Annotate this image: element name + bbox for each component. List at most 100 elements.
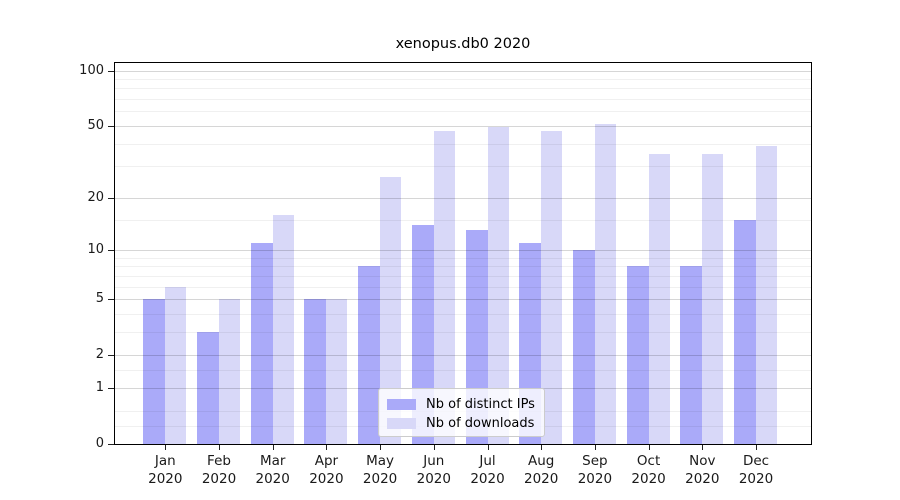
y-tick-label: 2 bbox=[95, 347, 104, 363]
x-tick-label: Oct 2020 bbox=[619, 452, 679, 488]
gridline-minor bbox=[115, 286, 811, 288]
x-tick-mark bbox=[219, 445, 220, 450]
bar-distinct-ips-oct bbox=[626, 266, 649, 444]
bar-distinct-ips-dec bbox=[734, 219, 756, 444]
x-tick-label: Feb 2020 bbox=[189, 452, 249, 488]
gridline-minor bbox=[115, 79, 811, 81]
x-tick-year: 2020 bbox=[577, 471, 613, 487]
x-tick-year: 2020 bbox=[738, 471, 774, 487]
x-tick-month: Jan bbox=[154, 453, 176, 469]
bar-downloads-apr bbox=[326, 299, 348, 444]
bar-downloads-dec bbox=[756, 145, 777, 444]
gridline-major bbox=[115, 299, 811, 301]
x-tick-month: Aug bbox=[528, 453, 555, 469]
y-tick-mark bbox=[108, 444, 114, 445]
legend-swatch-distinct-ips bbox=[387, 399, 416, 410]
x-tick-mark bbox=[272, 445, 274, 450]
bar-downloads-jun bbox=[433, 130, 455, 444]
x-tick-mark bbox=[487, 445, 489, 450]
gridline-minor bbox=[115, 331, 811, 333]
gridline-minor bbox=[115, 166, 811, 168]
gridline-minor bbox=[115, 313, 811, 315]
x-tick-mark bbox=[541, 445, 543, 450]
x-tick-year: 2020 bbox=[309, 471, 344, 487]
gridline-minor bbox=[115, 143, 811, 145]
x-tick-label: Jan 2020 bbox=[135, 452, 195, 488]
x-tick-label: Aug 2020 bbox=[511, 452, 571, 488]
x-tick-month: May bbox=[366, 453, 395, 469]
bar-downloads-jan bbox=[165, 286, 187, 444]
y-tick-mark bbox=[108, 299, 114, 301]
x-tick-year: 2020 bbox=[255, 471, 290, 487]
y-tick-mark bbox=[108, 197, 114, 199]
x-tick-year: 2020 bbox=[201, 471, 237, 487]
y-tick-label: 10 bbox=[87, 241, 104, 257]
bar-downloads-oct bbox=[648, 154, 670, 444]
gridline-major bbox=[115, 125, 811, 127]
y-tick-label: 50 bbox=[87, 117, 104, 133]
gridline-minor bbox=[115, 266, 811, 268]
x-tick-mark bbox=[380, 445, 382, 450]
bar-downloads-nov bbox=[702, 154, 724, 444]
x-tick-month: Jun bbox=[423, 453, 445, 469]
legend-label-distinct-ips: Nb of distinct IPs bbox=[426, 397, 535, 412]
x-tick-mark bbox=[326, 445, 328, 450]
gridline-major bbox=[115, 70, 811, 72]
bar-downloads-may bbox=[380, 177, 402, 444]
y-tick-mark bbox=[108, 355, 114, 357]
gridline-minor bbox=[115, 88, 811, 90]
x-tick-label: Jul 2020 bbox=[458, 452, 518, 488]
x-tick-year: 2020 bbox=[524, 471, 559, 487]
chart-title: xenopus.db0 2020 bbox=[395, 36, 531, 52]
x-tick-month: Oct bbox=[636, 453, 661, 469]
bar-downloads-sep bbox=[594, 124, 616, 444]
x-tick-label: Nov 2020 bbox=[672, 452, 732, 488]
bar-distinct-ips-sep bbox=[572, 249, 595, 444]
x-tick-month: Apr bbox=[314, 453, 339, 469]
x-tick-label: Mar 2020 bbox=[243, 452, 303, 488]
y-tick-mark bbox=[108, 387, 114, 389]
x-tick-label: Apr 2020 bbox=[296, 452, 356, 488]
legend-item-distinct-ips: Nb of distinct IPs bbox=[387, 395, 536, 414]
legend-item-downloads: Nb of downloads bbox=[387, 414, 536, 433]
y-tick-label: 20 bbox=[87, 189, 104, 205]
x-tick-mark bbox=[756, 445, 757, 450]
bar-distinct-ips-jan bbox=[143, 299, 166, 444]
x-tick-month: Nov bbox=[689, 453, 716, 469]
gridline-major bbox=[115, 355, 811, 357]
x-tick-mark bbox=[648, 445, 650, 450]
gridline-minor bbox=[115, 219, 811, 221]
x-tick-year: 2020 bbox=[362, 471, 398, 487]
x-tick-mark bbox=[594, 445, 596, 450]
gridline-major bbox=[115, 249, 811, 251]
bar-distinct-ips-may bbox=[358, 266, 381, 444]
x-tick-mark bbox=[702, 445, 704, 450]
y-tick-label: 0 bbox=[95, 436, 104, 451]
x-tick-month: Feb bbox=[207, 453, 231, 469]
x-tick-mark bbox=[165, 445, 167, 450]
gridline-minor bbox=[115, 275, 811, 277]
bar-distinct-ips-mar bbox=[250, 242, 273, 444]
x-tick-year: 2020 bbox=[631, 471, 666, 487]
bar-downloads-jul bbox=[487, 127, 509, 444]
x-tick-label: Dec 2020 bbox=[726, 452, 786, 488]
legend-swatch-downloads bbox=[387, 418, 416, 429]
gridline-minor bbox=[115, 111, 811, 113]
x-tick-year: 2020 bbox=[470, 471, 505, 487]
y-tick-label: 5 bbox=[95, 291, 104, 307]
x-tick-label: Jun 2020 bbox=[404, 452, 464, 488]
x-tick-year: 2020 bbox=[416, 471, 451, 487]
gridline-minor bbox=[115, 99, 811, 101]
bar-distinct-ips-nov bbox=[680, 266, 703, 444]
x-tick-label: May 2020 bbox=[350, 452, 410, 488]
x-tick-month: Sep bbox=[582, 453, 608, 469]
x-tick-month: Dec bbox=[742, 453, 770, 469]
legend-label-downloads: Nb of downloads bbox=[426, 416, 535, 431]
y-tick-mark bbox=[108, 70, 114, 72]
y-tick-label: 100 bbox=[79, 62, 104, 78]
legend: Nb of distinct IPs Nb of downloads bbox=[378, 388, 545, 437]
x-tick-year: 2020 bbox=[685, 471, 720, 487]
